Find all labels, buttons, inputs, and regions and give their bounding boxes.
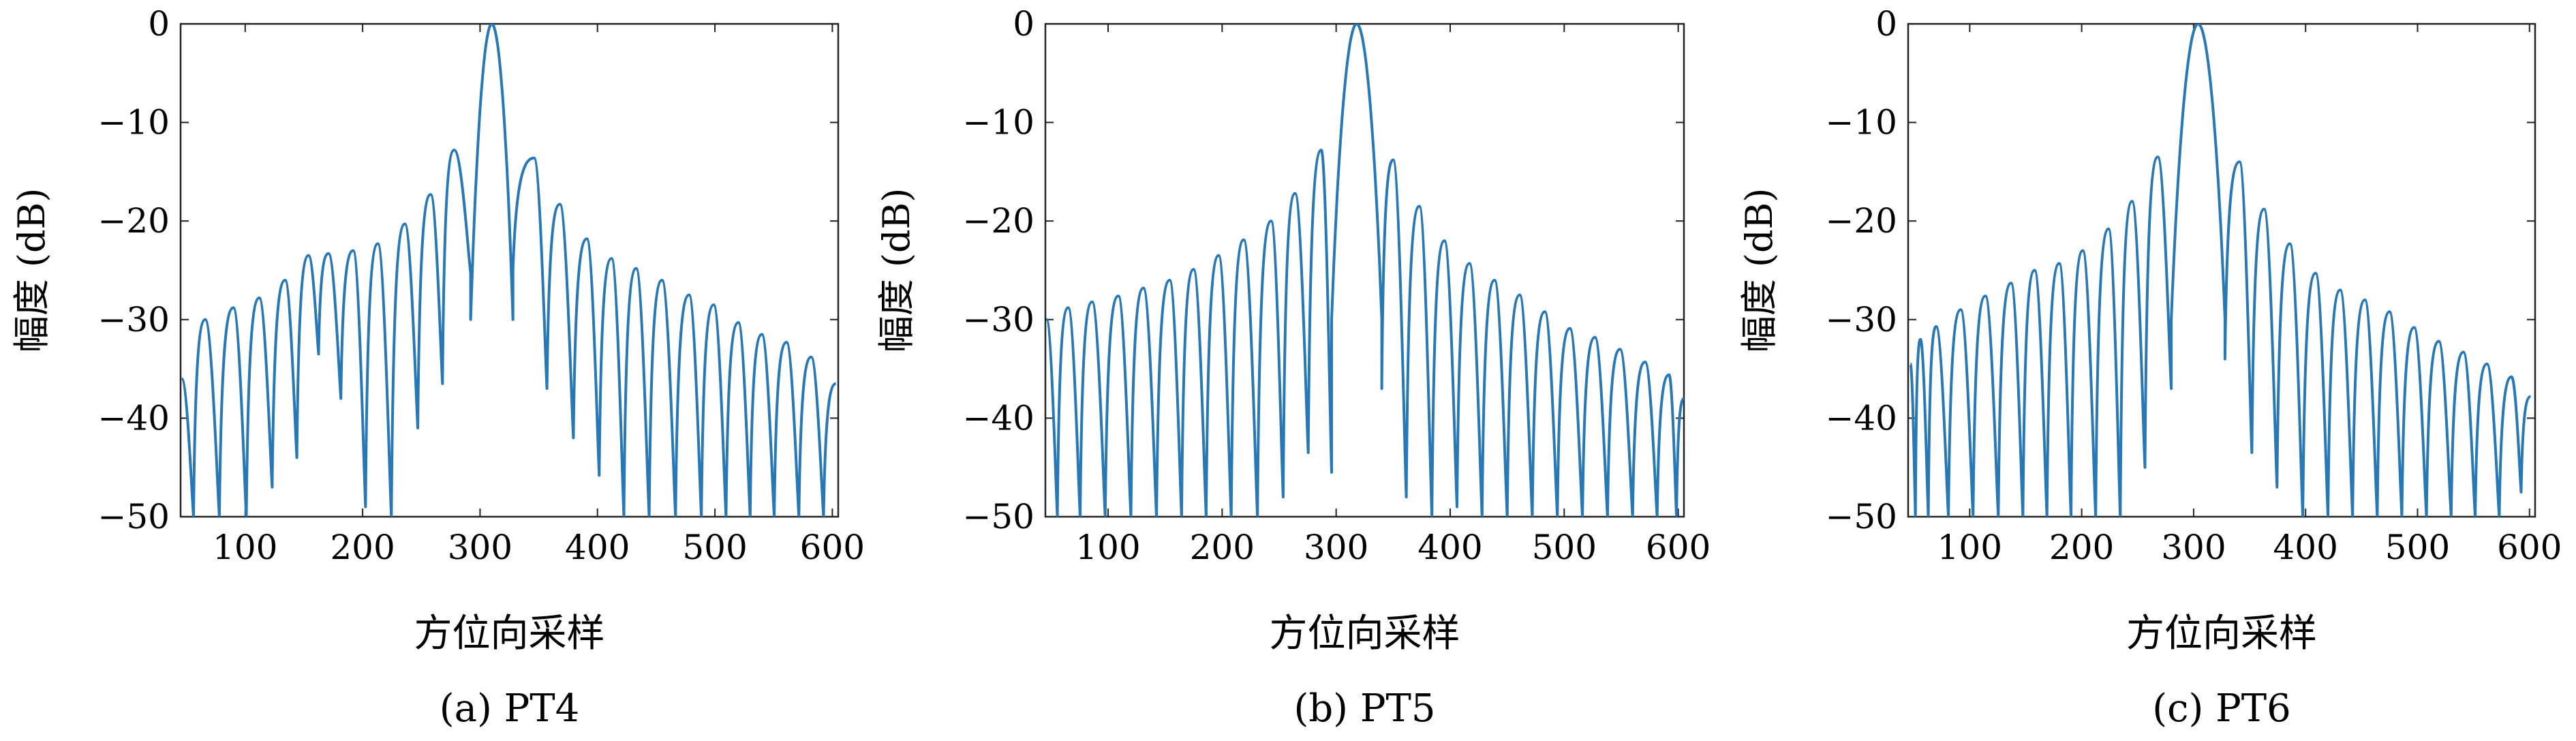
- chart-panel-3: 0 −10 −20 −30 −40 −50 100 200 300 400 500 600 方位向采样 幅…: [1738, 4, 2562, 731]
- x-tick-label: 300: [1304, 528, 1368, 567]
- series-line: [1909, 24, 2531, 517]
- x-tick-label: 100: [213, 528, 277, 567]
- x-tick-label: 600: [800, 528, 865, 567]
- y-tick-label: −10: [962, 103, 1034, 142]
- x-tick-label: 300: [2161, 528, 2226, 567]
- subfigure-caption: (a) PT4: [440, 686, 580, 731]
- x-tick-label: 100: [1075, 528, 1140, 567]
- series-line: [1045, 24, 1684, 517]
- axes-frame: [179, 22, 840, 518]
- y-tick-label: 0: [148, 4, 170, 44]
- subfigure-caption: (b) PT5: [1293, 686, 1435, 731]
- x-tick-label: 300: [448, 528, 512, 567]
- x-tick-label: 400: [2273, 528, 2337, 567]
- x-tick-label: 400: [1417, 528, 1482, 567]
- x-axis-label: 方位向采样: [1270, 611, 1460, 656]
- subfigure-caption: (c) PT6: [2152, 686, 2291, 731]
- y-tick-label: −30: [962, 300, 1034, 339]
- y-tick-label: 0: [1013, 4, 1034, 44]
- y-axis-label: 幅度 (dB): [875, 188, 918, 353]
- y-tick-label: −10: [97, 103, 170, 142]
- x-tick-label: 400: [565, 528, 630, 567]
- x-tick-label: 500: [682, 528, 747, 567]
- x-tick-label: 600: [1646, 528, 1711, 567]
- x-tick-label: 500: [1532, 528, 1597, 567]
- y-tick-label: 0: [1875, 4, 1897, 44]
- y-tick-label: −40: [962, 398, 1034, 438]
- y-tick-label: −30: [1825, 300, 1897, 339]
- y-tick-label: −50: [1825, 497, 1897, 536]
- y-tick-label: −20: [97, 201, 170, 241]
- x-axis-label: 方位向采样: [2126, 611, 2317, 656]
- x-tick-label: 200: [330, 528, 395, 567]
- y-tick-label: −20: [962, 201, 1034, 241]
- series-line: [181, 24, 837, 517]
- y-axis-label: 幅度 (dB): [10, 188, 53, 353]
- chart-panel-1: 0 −10 −20 −30 −40 −50 100 200 300 400 500 600 方位向采样 幅…: [10, 4, 865, 731]
- y-tick-label: −30: [97, 300, 170, 339]
- y-tick-label: −20: [1825, 201, 1897, 241]
- x-tick-label: 200: [2049, 528, 2114, 567]
- x-tick-label: 500: [2385, 528, 2450, 567]
- x-tick-label: 600: [2497, 528, 2562, 567]
- y-axis-label: 幅度 (dB): [1738, 188, 1781, 353]
- y-tick-label: −40: [1825, 398, 1897, 438]
- x-tick-label: 200: [1190, 528, 1255, 567]
- y-tick-label: −40: [97, 398, 170, 438]
- x-axis-label: 方位向采样: [414, 611, 605, 656]
- x-tick-label: 100: [1937, 528, 2002, 567]
- axes-frame: [1907, 22, 2536, 518]
- chart-panel-2: 0 −10 −20 −30 −40 −50 100 200 300 400 500 600 方位向采样 幅…: [875, 4, 1711, 731]
- y-tick-label: −10: [1825, 103, 1897, 142]
- axes-frame: [1044, 22, 1685, 518]
- y-tick-label: −50: [962, 497, 1034, 536]
- y-tick-label: −50: [97, 497, 170, 536]
